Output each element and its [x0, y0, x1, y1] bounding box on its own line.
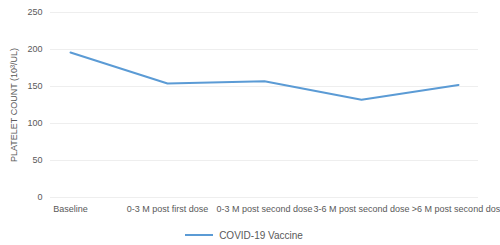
svg-text:0: 0 — [37, 192, 42, 202]
svg-text:200: 200 — [27, 44, 42, 54]
svg-text:3-6 M post second dose: 3-6 M post second dose — [313, 204, 409, 214]
svg-text:150: 150 — [27, 81, 42, 91]
svg-text:>6 M post second dose: >6 M post second dose — [412, 204, 500, 214]
svg-text:PLATELET COUNT (10³/UL): PLATELET COUNT (10³/UL) — [9, 48, 19, 162]
svg-text:50: 50 — [32, 155, 42, 165]
svg-text:0-3 M post first dose: 0-3 M post first dose — [127, 204, 209, 214]
svg-text:0-3 M post second dose: 0-3 M post second dose — [216, 204, 312, 214]
html-text:COVID-19 Vaccine: COVID-19 Vaccine — [219, 229, 303, 241]
svg-text:Baseline: Baseline — [53, 204, 88, 214]
svg-text:100: 100 — [27, 118, 42, 128]
svg-text:250: 250 — [27, 7, 42, 17]
